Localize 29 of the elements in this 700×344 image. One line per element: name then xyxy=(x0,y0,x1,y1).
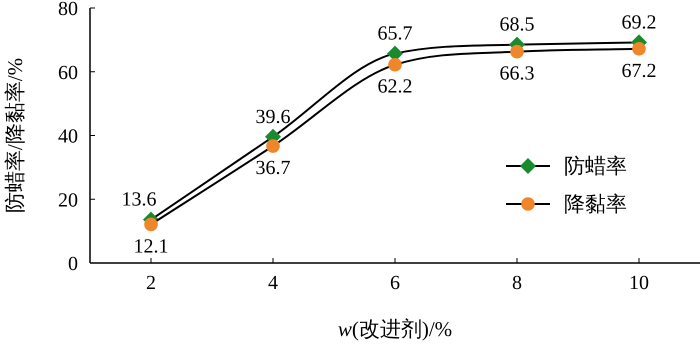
data-label: 67.2 xyxy=(622,60,656,82)
x-tick-label: 6 xyxy=(390,272,400,294)
point xyxy=(388,58,402,72)
legend-label: 降黏率 xyxy=(564,192,627,216)
legend-label: 防蜡率 xyxy=(564,154,627,178)
point xyxy=(632,42,646,56)
y-tick-label: 80 xyxy=(58,0,78,20)
data-label: 69.2 xyxy=(622,11,656,34)
point xyxy=(510,44,524,58)
data-label: 36.7 xyxy=(256,157,290,180)
x-axis-title: w(改进剂)/% xyxy=(338,317,452,341)
data-label: 62.2 xyxy=(378,76,412,98)
point xyxy=(266,139,280,153)
point xyxy=(144,218,158,232)
data-label: 66.3 xyxy=(500,62,534,85)
x-tick-label: 4 xyxy=(268,272,278,294)
data-label: 68.5 xyxy=(500,14,534,36)
y-tick-label: 60 xyxy=(58,62,78,84)
y-tick-label: 20 xyxy=(58,189,78,212)
y-tick-label: 40 xyxy=(58,126,78,148)
x-tick-label: 2 xyxy=(146,272,156,294)
y-tick-label: 0 xyxy=(68,253,78,275)
x-tick-label: 10 xyxy=(629,272,649,294)
x-tick-label: 8 xyxy=(512,272,522,294)
data-label: 13.6 xyxy=(122,188,156,211)
data-label: 39.6 xyxy=(256,106,290,128)
data-label: 65.7 xyxy=(378,22,412,45)
data-label: 12.1 xyxy=(134,235,168,258)
y-axis-title: 防蜡率/降黏率/% xyxy=(3,58,27,214)
